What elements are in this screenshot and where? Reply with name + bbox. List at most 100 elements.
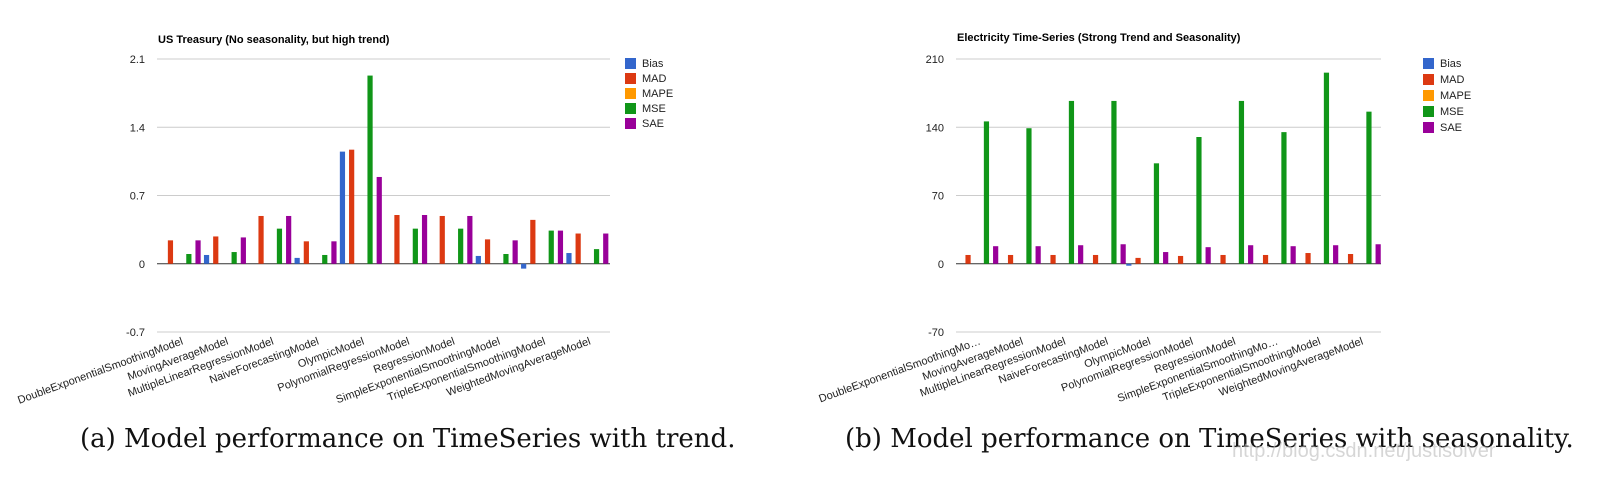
y-tick-label: 140 — [926, 122, 944, 134]
bar-mse-multiplelinearregressionmodel — [276, 228, 283, 264]
y-tick-label: -0.7 — [126, 327, 145, 339]
bar-bias-tripleexponentialsmoothingmodel — [521, 263, 527, 269]
bar-bias-naiveforecastingmodel — [294, 257, 300, 264]
y-tick-label: 0 — [139, 259, 145, 271]
legend-swatch-mse — [625, 103, 636, 114]
bar-mad-multiplelinearregressionmodel — [258, 215, 264, 264]
bar-mse-olympicmodel — [367, 75, 373, 264]
bar-sae-olympicmodel — [1163, 252, 1169, 264]
bar-mse-weightedmovingaveragemodel — [593, 249, 600, 264]
bar-bias-olympicmodel — [339, 151, 346, 264]
bar-sae-tripleexponentialsmoothingmodel — [1333, 245, 1339, 264]
legend-label-bias: Bias — [642, 58, 664, 70]
legend-label-mse: MSE — [642, 103, 666, 115]
bar-mse-tripleexponentialsmoothingmodel — [548, 230, 554, 264]
y-tick-label: 2.1 — [130, 54, 145, 66]
y-tick-label: 0.7 — [130, 191, 145, 203]
chart-title: US Treasury (No seasonality, but high tr… — [158, 34, 390, 46]
chart-a: US Treasury (No seasonality, but high tr… — [16, 34, 673, 407]
bar-sae-multiplelinearregressionmodel — [1078, 245, 1084, 264]
bar-sae-weightedmovingaveragemodel — [1375, 244, 1381, 264]
bar-sae-simpleexponentialsmoothingmodel — [512, 240, 518, 264]
bar-mse-polynomialregressionmodel — [412, 228, 418, 264]
legend-label-sae: SAE — [1440, 122, 1462, 134]
bar-mse-doubleexponentialsmoothingmodel — [186, 254, 192, 264]
legend-swatch-mad — [1423, 74, 1434, 85]
caption-b: (b) Model performance on TimeSeries with… — [845, 424, 1574, 454]
bar-bias-movingaveragemodel — [203, 254, 210, 264]
bar-sae-regressionmodel — [467, 215, 473, 264]
bar-mse-movingaveragemodel — [231, 252, 237, 264]
bar-mse-weightedmovingaveragemodel — [1366, 111, 1372, 264]
bar-sae-movingaveragemodel — [240, 237, 246, 264]
bar-sae-naiveforecastingmodel — [1120, 244, 1126, 264]
bar-mse-multiplelinearregressionmodel — [1068, 100, 1075, 264]
bar-mad-olympicmodel — [349, 149, 355, 264]
bar-sae-naiveforecastingmodel — [331, 241, 337, 264]
bar-mad-movingaveragemodel — [1007, 254, 1014, 264]
bar-sae-movingaveragemodel — [1035, 246, 1041, 264]
bar-mad-polynomialregressionmodel — [1177, 255, 1184, 264]
bar-sae-olympicmodel — [376, 176, 382, 264]
bar-bias-weightedmovingaveragemodel — [566, 253, 572, 264]
bar-sae-doubleexponentialsmoothingmodel — [195, 240, 201, 264]
bar-sae-weightedmovingaveragemodel — [603, 233, 609, 264]
bar-sae-regressionmodel — [1248, 245, 1254, 264]
bar-mad-naiveforecastingmodel — [1092, 254, 1099, 264]
bar-mad-olympicmodel — [1135, 257, 1141, 264]
bar-mse-simpleexponentialsmoothingmodel — [503, 254, 509, 264]
bar-mse-tripleexponentialsmoothingmodel — [1323, 72, 1330, 264]
legend-label-mad: MAD — [1440, 74, 1465, 86]
bar-mad-tripleexponentialsmoothingmodel — [530, 219, 536, 264]
bar-mad-weightedmovingaveragemodel — [1347, 254, 1354, 264]
bar-mad-doubleexponentialsmoothingmodel — [167, 240, 174, 264]
caption-a: (a) Model performance on TimeSeries with… — [80, 424, 736, 454]
legend-label-bias: Bias — [1440, 58, 1462, 70]
bar-mad-naiveforecastingmodel — [303, 241, 309, 264]
legend-swatch-mape — [625, 88, 636, 99]
legend-swatch-sae — [625, 118, 636, 129]
bar-bias-olympicmodel — [1126, 263, 1132, 266]
legend-swatch-mad — [625, 73, 636, 84]
bar-mad-doubleexponentialsmoothingmodel — [965, 254, 971, 264]
bar-mse-movingaveragemodel — [1026, 128, 1032, 264]
bar-mad-multiplelinearregressionmodel — [1050, 254, 1056, 264]
bar-mse-polynomialregressionmodel — [1196, 137, 1202, 264]
bar-mse-regressionmodel — [1238, 100, 1245, 264]
bar-mad-polynomialregressionmodel — [394, 215, 400, 264]
legend-label-mse: MSE — [1440, 106, 1464, 118]
bar-mse-simpleexponentialsmoothingmodel — [1281, 132, 1287, 264]
y-tick-label: 0 — [938, 259, 944, 271]
y-tick-label: 1.4 — [130, 122, 145, 134]
bar-mad-regressionmodel — [1220, 254, 1226, 264]
watermark: http://blog.csdn.net/justlsolver — [1232, 440, 1496, 462]
bar-mad-weightedmovingaveragemodel — [575, 233, 581, 264]
bar-mse-naiveforecastingmodel — [1111, 100, 1117, 264]
legend-label-mad: MAD — [642, 73, 667, 85]
legend-swatch-mse — [1423, 106, 1434, 117]
legend-swatch-sae — [1423, 122, 1434, 133]
bar-mad-regressionmodel — [439, 215, 445, 264]
bar-mse-regressionmodel — [458, 228, 464, 264]
chart-title: Electricity Time-Series (Strong Trend an… — [957, 32, 1241, 44]
bar-sae-tripleexponentialsmoothingmodel — [557, 230, 564, 264]
bar-mad-tripleexponentialsmoothingmodel — [1305, 253, 1311, 264]
bar-sae-simpleexponentialsmoothingmodel — [1290, 246, 1296, 264]
legend-swatch-bias — [625, 58, 636, 69]
bar-mad-simpleexponentialsmoothingmodel — [1262, 254, 1269, 264]
bar-sae-polynomialregressionmodel — [421, 215, 428, 264]
bar-mad-movingaveragemodel — [213, 236, 219, 264]
bar-mse-naiveforecastingmodel — [322, 254, 328, 264]
bar-bias-simpleexponentialsmoothingmodel — [475, 255, 481, 264]
bar-mse-doubleexponentialsmoothingmodel — [983, 121, 990, 264]
legend-label-mape: MAPE — [642, 88, 673, 100]
bar-sae-polynomialregressionmodel — [1205, 247, 1211, 264]
legend-label-sae: SAE — [642, 118, 664, 130]
legend-swatch-mape — [1423, 90, 1434, 101]
legend-swatch-bias — [1423, 58, 1434, 69]
bar-mse-olympicmodel — [1153, 163, 1160, 264]
legend-label-mape: MAPE — [1440, 90, 1471, 102]
bar-mad-simpleexponentialsmoothingmodel — [484, 239, 491, 264]
bar-sae-multiplelinearregressionmodel — [286, 215, 292, 264]
y-tick-label: 210 — [926, 54, 944, 66]
